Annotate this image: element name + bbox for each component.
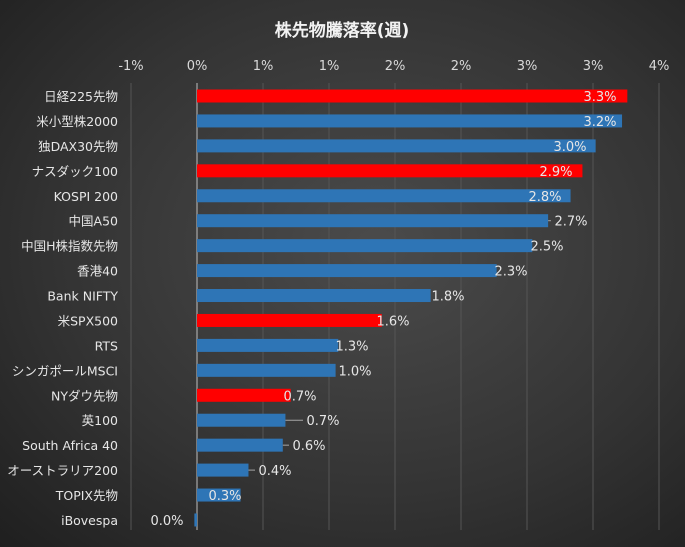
bar [197, 313, 382, 327]
bar [197, 289, 431, 303]
category-label: 日経225先物 [44, 89, 118, 104]
x-tick-label: 0% [187, 59, 208, 74]
bar [197, 463, 249, 477]
bar [197, 264, 497, 278]
x-tick-label: 4% [649, 59, 670, 74]
bar [197, 338, 339, 352]
x-tick-label: 2% [451, 59, 472, 74]
x-tick-label: 1% [253, 59, 274, 74]
bar [197, 139, 596, 153]
data-label: 3.2% [583, 115, 616, 130]
chart-title: 株先物騰落率(週) [275, 20, 410, 41]
bar [197, 114, 623, 128]
data-label: 2.9% [539, 165, 572, 180]
data-label: 0.3% [208, 489, 241, 504]
bar [197, 438, 283, 452]
x-tick-label: 2% [385, 59, 406, 74]
category-label: iBovespa [61, 513, 118, 528]
x-tick-label: 1% [319, 59, 340, 74]
category-label: 香港40 [77, 264, 118, 279]
category-label: 中国H株指数先物 [21, 239, 118, 254]
data-label: 0.7% [306, 414, 339, 429]
bar [197, 189, 571, 203]
category-label: 英100 [82, 413, 118, 428]
x-tick-label: -1% [118, 59, 143, 74]
category-label: RTS [95, 338, 118, 353]
data-label: 0.4% [258, 464, 291, 479]
bar [194, 513, 197, 527]
data-label: 2.8% [528, 190, 561, 205]
data-label: 3.3% [583, 90, 616, 105]
category-label: South Africa 40 [22, 438, 118, 453]
data-label: 0.0% [150, 514, 183, 529]
data-label: 1.0% [338, 364, 371, 379]
category-label: 中国A50 [69, 214, 119, 229]
category-label: Bank NIFTY [47, 289, 118, 304]
x-tick-label: 3% [583, 59, 604, 74]
bar [197, 413, 286, 427]
data-label: 2.5% [530, 240, 563, 255]
bar [197, 363, 336, 377]
category-label: 米小型株2000 [36, 114, 118, 129]
bar [197, 214, 549, 228]
bar [197, 89, 628, 103]
category-label: シンガポールMSCI [12, 363, 118, 378]
category-label: オーストラリア200 [7, 463, 118, 478]
data-label: 1.6% [376, 314, 409, 329]
bar [197, 488, 241, 502]
data-label: 3.0% [553, 140, 586, 155]
data-label: 2.3% [494, 265, 527, 280]
bar [197, 239, 533, 253]
bar [197, 164, 583, 178]
category-label: TOPIX先物 [55, 488, 118, 503]
bar [197, 388, 291, 402]
data-label: 1.8% [431, 290, 464, 305]
category-label: NYダウ先物 [51, 388, 118, 403]
x-tick-label: 3% [517, 59, 538, 74]
data-label: 0.7% [283, 389, 316, 404]
category-label: KOSPI 200 [54, 189, 118, 204]
category-label: 独DAX30先物 [38, 139, 118, 154]
category-label: 米SPX500 [58, 313, 118, 328]
data-label: 1.3% [335, 339, 368, 354]
data-label: 2.7% [554, 215, 587, 230]
data-label: 0.6% [292, 439, 325, 454]
category-label: ナスダック100 [32, 164, 118, 179]
